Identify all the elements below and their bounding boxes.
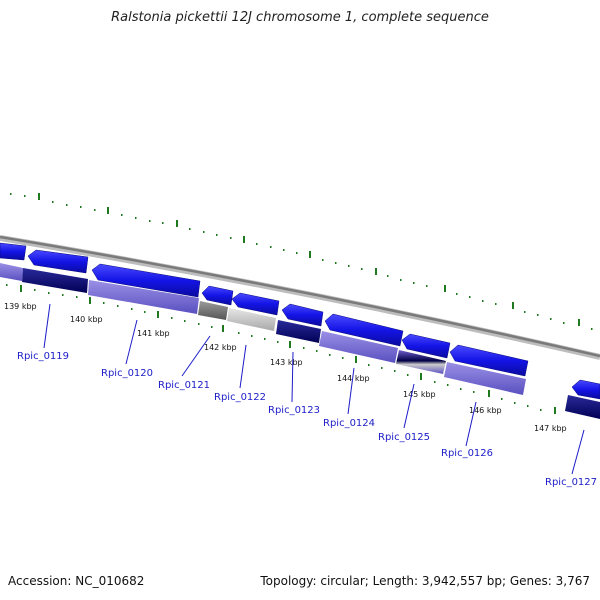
kbp-label: 140 kbp bbox=[70, 315, 103, 324]
kbp-label: 141 kbp bbox=[137, 329, 170, 338]
gene-arrow bbox=[27, 249, 89, 274]
kbp-labels: 139 kbp 140 kbp 141 kbp 142 kbp 143 kbp … bbox=[4, 302, 567, 433]
gene-labels: Rpic_0119 Rpic_0120 Rpic_0121 Rpic_0122 … bbox=[17, 351, 597, 488]
gene-label: Rpic_0125 bbox=[378, 432, 430, 443]
kbp-label: 145 kbp bbox=[403, 390, 436, 399]
gene-arrow bbox=[231, 292, 280, 316]
gene-arrow bbox=[201, 285, 234, 306]
gene-arrow bbox=[0, 242, 27, 261]
outer-tick-ring bbox=[10, 193, 593, 330]
map-title: Ralstonia pickettii 12J chromosome 1, co… bbox=[111, 10, 489, 25]
forward-strand-genes bbox=[0, 242, 600, 400]
gene-label: Rpic_0124 bbox=[323, 418, 375, 429]
inner-tick-ring bbox=[6, 284, 556, 414]
kbp-label: 147 kbp bbox=[534, 424, 567, 433]
gene-arrow bbox=[571, 379, 600, 400]
kbp-label: 139 kbp bbox=[4, 302, 37, 311]
gene-label: Rpic_0127 bbox=[545, 477, 597, 488]
kbp-label: 143 kbp bbox=[270, 358, 303, 367]
gene-arrow bbox=[91, 263, 201, 298]
gene-label: Rpic_0121 bbox=[158, 380, 210, 391]
gene-label: Rpic_0122 bbox=[214, 392, 266, 403]
gene-arrow bbox=[281, 303, 324, 327]
feature-track bbox=[0, 263, 600, 419]
backbone bbox=[0, 235, 600, 360]
gene-arrow bbox=[401, 333, 451, 359]
gene-label: Rpic_0123 bbox=[268, 405, 320, 416]
gene-leaders bbox=[43, 303, 585, 475]
gene-arrow bbox=[324, 313, 404, 347]
kbp-label: 144 kbp bbox=[337, 374, 370, 383]
kbp-label: 142 kbp bbox=[204, 343, 237, 352]
gene-label: Rpic_0126 bbox=[441, 448, 493, 459]
gene-arrow bbox=[449, 344, 529, 377]
gene-label: Rpic_0119 bbox=[17, 351, 69, 362]
kbp-label: 146 kbp bbox=[469, 406, 502, 415]
accession-text: Accession: NC_010682 bbox=[8, 574, 145, 588]
topology-summary: Topology: circular; Length: 3,942,557 bp… bbox=[260, 574, 590, 588]
gene-label: Rpic_0120 bbox=[101, 368, 153, 379]
